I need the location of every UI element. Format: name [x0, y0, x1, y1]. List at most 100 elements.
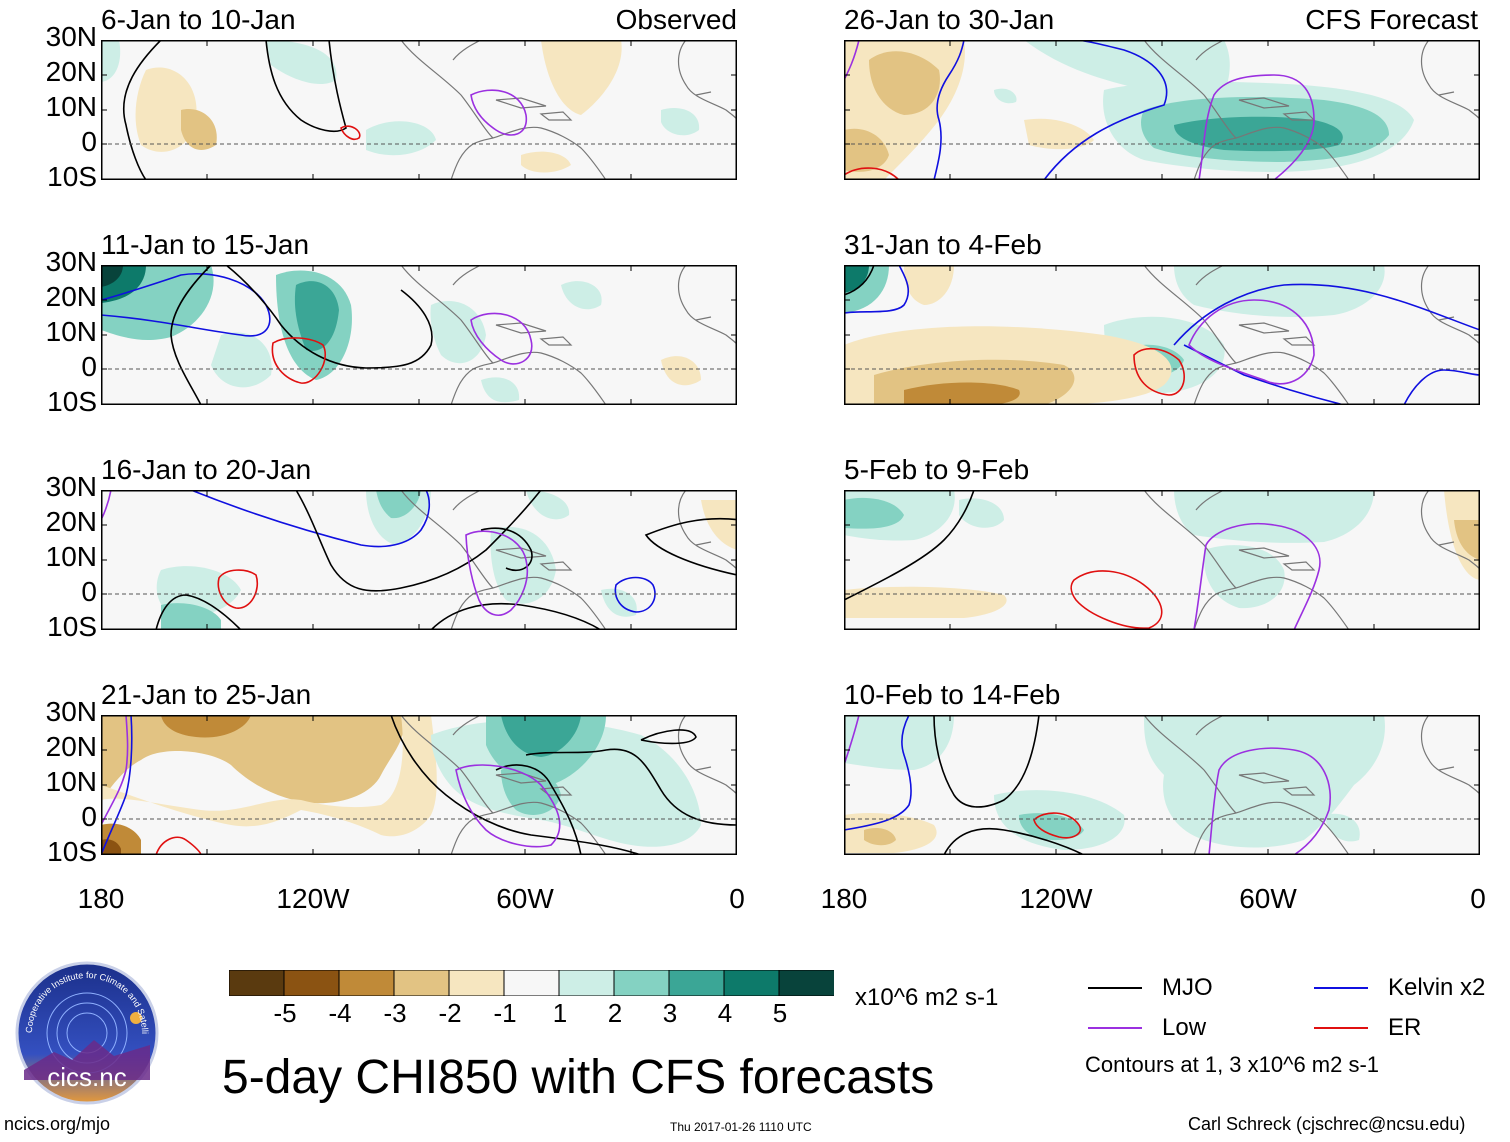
shaded-region [701, 500, 737, 550]
lat-label: 20N [45, 506, 97, 537]
shaded-region [1324, 813, 1360, 842]
coastline [495, 97, 547, 109]
contour-line [640, 729, 697, 745]
forecast-label: CFS Forecast [1305, 4, 1478, 35]
shaded-region [959, 498, 1004, 528]
shaded-region [1144, 715, 1385, 848]
legend-label-low: Low [1162, 1014, 1207, 1041]
shaded-region [844, 497, 904, 529]
contour-line [844, 715, 912, 831]
coastline [1235, 576, 1350, 630]
legend-er: ER [1314, 1014, 1421, 1042]
footer-link[interactable]: ncics.org/mjo [4, 1114, 111, 1134]
shaded-region [101, 40, 121, 82]
shaded-region [101, 265, 123, 287]
coastline [1438, 316, 1455, 321]
contour-line [844, 167, 900, 180]
colorbar-swatch [668, 969, 725, 997]
shaded-region [1454, 520, 1480, 560]
colorbar-swatch [393, 969, 450, 997]
colorbar-units: x10^6 m2 s-1 [855, 984, 999, 1011]
shaded-region [266, 40, 337, 85]
map-background [101, 40, 737, 180]
lon-label: 180 [820, 883, 868, 914]
observed-label: Observed [615, 4, 737, 35]
coastline [1282, 786, 1316, 796]
lon-label: 120W [1019, 883, 1093, 914]
contour-line [480, 527, 533, 572]
colorbar [228, 969, 835, 1001]
contour-line [943, 828, 1085, 855]
coastline [1282, 561, 1316, 571]
legend-label-er: ER [1388, 1014, 1422, 1041]
map-frame [101, 40, 737, 180]
shaded-region [844, 265, 869, 293]
colorbar-tick: 2 [607, 998, 623, 1028]
lat-label: 30N [45, 696, 97, 727]
cics-logo[interactable]: Cooperative Institute for Climate and Sa… [11, 952, 160, 1106]
colorbar-swatch [613, 969, 670, 997]
shaded-region [1203, 545, 1285, 609]
shaded-region [526, 490, 570, 520]
lat-label: 0 [81, 576, 97, 607]
panel-title-8: 10-Feb to 14-Feb [844, 679, 1061, 710]
contour-line [271, 337, 326, 384]
panel-title-6: 31-Jan to 4-Feb [844, 229, 1042, 260]
shaded-region [101, 715, 404, 804]
contour-line [933, 715, 1040, 808]
lat-label: 10N [45, 541, 97, 572]
coastline [1438, 91, 1455, 96]
contour-line [844, 490, 975, 601]
contour-line [390, 715, 642, 855]
coastline [495, 547, 547, 559]
colorbar-tick: -2 [438, 998, 462, 1028]
logo-text: cics.nc [47, 1062, 126, 1092]
lat-label: 30N [45, 471, 97, 502]
shaded-region [481, 377, 520, 403]
colorbar-swatch [283, 969, 340, 997]
coastline [1438, 766, 1455, 771]
coastline [492, 801, 607, 855]
map-frame [844, 490, 1480, 630]
shaded-region [1024, 118, 1094, 150]
map-panel-7 [844, 490, 1480, 630]
map-panel-4 [101, 715, 737, 855]
contour-line [101, 715, 129, 826]
contour-line [933, 40, 965, 180]
panel-title-4: 21-Jan to 25-Jan [101, 679, 312, 710]
lon-label: 0 [1470, 883, 1486, 914]
contour-line [1070, 570, 1163, 629]
coastline [539, 111, 573, 121]
contour-line [155, 836, 202, 855]
shaded-region [101, 715, 437, 837]
lat-label: 30N [45, 21, 97, 52]
shaded-region [561, 281, 602, 310]
colorbar-tick: 1 [552, 998, 568, 1028]
shaded-region [161, 715, 251, 738]
shaded-region [211, 332, 272, 388]
contour-line [430, 602, 602, 630]
lon-label: 120W [276, 883, 350, 914]
legend-kelvin: Kelvin x2 [1314, 974, 1485, 1002]
shaded-region [430, 300, 486, 364]
contour-line [340, 125, 361, 141]
shaded-region [161, 603, 221, 630]
coastline [695, 91, 712, 96]
coastline [1235, 126, 1350, 180]
coastline [1420, 715, 1480, 796]
shaded-region [521, 151, 571, 173]
colorbar-swatch [778, 969, 835, 997]
coastline [677, 265, 737, 346]
coastline [495, 772, 547, 784]
map-panel-3 [101, 490, 737, 630]
colorbar-tick: -4 [328, 998, 352, 1028]
contour-line [1133, 347, 1185, 396]
contour-line [614, 576, 656, 613]
legend-label-kelvin: Kelvin x2 [1388, 974, 1486, 1001]
coastline [539, 561, 573, 571]
map-frame [101, 490, 737, 630]
coastline [1238, 772, 1290, 784]
map-frame [101, 715, 737, 855]
lat-label: 0 [81, 351, 97, 382]
colorbar-tick: -1 [493, 998, 517, 1028]
